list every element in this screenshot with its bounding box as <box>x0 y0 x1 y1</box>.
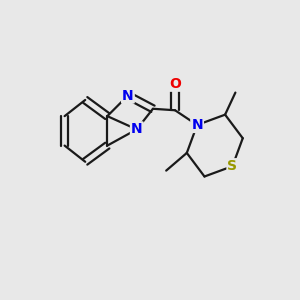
Text: N: N <box>131 122 142 136</box>
Text: N: N <box>191 118 203 132</box>
Text: N: N <box>122 88 134 103</box>
Text: S: S <box>227 159 237 173</box>
Text: O: O <box>169 77 181 91</box>
